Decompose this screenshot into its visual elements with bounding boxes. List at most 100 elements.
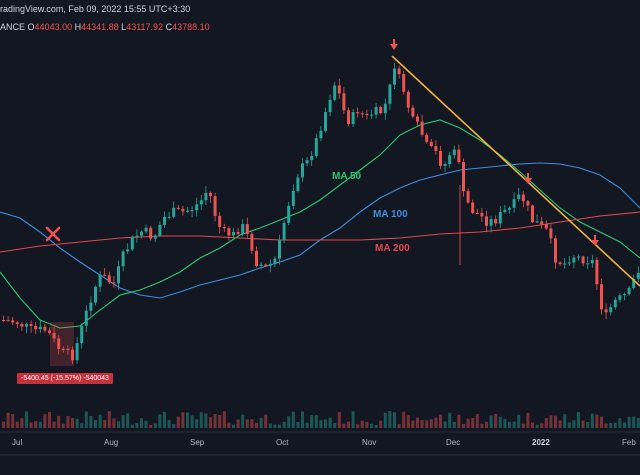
- candle-body: [107, 275, 111, 283]
- candle-body: [190, 210, 194, 212]
- volume-bar: [531, 422, 534, 428]
- volume-bar: [466, 418, 470, 428]
- volume-bar: [425, 420, 429, 428]
- candle-body: [25, 324, 28, 327]
- volume-bar: [163, 411, 166, 428]
- volume-bar: [301, 411, 304, 428]
- candle-body: [342, 93, 346, 111]
- volume-bar: [623, 422, 626, 428]
- volume-bar: [434, 417, 438, 428]
- candle-body: [429, 141, 433, 147]
- volume-bar: [273, 424, 277, 428]
- candle-body: [324, 112, 327, 131]
- candle-body: [84, 310, 88, 326]
- candle-body: [618, 295, 622, 300]
- volume-bar: [15, 421, 19, 428]
- candle-body: [595, 260, 599, 285]
- volume-bar: [186, 412, 189, 428]
- volume-bar: [149, 424, 153, 428]
- volume-bar: [512, 421, 516, 428]
- volume-bar: [94, 419, 97, 428]
- volume-bar: [158, 414, 162, 428]
- volume-bar: [172, 424, 176, 428]
- volume-bar: [98, 414, 102, 428]
- candle-body: [374, 107, 378, 115]
- candle-body: [563, 263, 567, 265]
- volume-bar: [43, 414, 47, 428]
- volume-bar: [406, 415, 410, 428]
- volume-bar: [140, 418, 143, 428]
- volume-bar: [52, 421, 56, 428]
- volume-bar: [360, 420, 364, 428]
- candle-body: [462, 162, 465, 192]
- volume-bar: [84, 411, 88, 428]
- candle-body: [48, 330, 51, 333]
- ohlc-readout: ANCE O44043.00 H44341.88 L43117.92 C4378…: [0, 22, 210, 32]
- annotation-markers: [45, 39, 599, 246]
- volume-bar: [572, 420, 576, 428]
- candle-body: [365, 113, 369, 116]
- volume-bar: [347, 421, 350, 428]
- candle-body: [581, 256, 585, 264]
- candle-body: [66, 348, 70, 350]
- candle-body: [393, 68, 396, 85]
- candle-body: [11, 320, 15, 323]
- volume-bar: [577, 412, 580, 428]
- candle-body: [75, 343, 79, 361]
- volume-bar: [176, 416, 180, 428]
- volume-bar: [563, 414, 567, 428]
- candle-body: [250, 233, 254, 251]
- candle-body: [452, 149, 456, 156]
- volume-bar: [130, 424, 134, 428]
- candle-body: [572, 257, 576, 263]
- time-axis-tick-label: Aug: [104, 438, 119, 447]
- candle-body: [245, 224, 249, 234]
- candle-body: [186, 210, 189, 212]
- volume-bar: [521, 423, 525, 428]
- candle-body: [121, 251, 125, 267]
- candle-body: [494, 219, 498, 224]
- volume-bar: [2, 421, 5, 428]
- candle-body: [411, 107, 415, 117]
- down-arrow-marker-icon: [390, 39, 398, 50]
- volume-bar: [489, 415, 493, 428]
- volume-bar: [457, 414, 461, 428]
- candle-body: [526, 201, 530, 206]
- volume-bar: [586, 422, 590, 428]
- volume-bar: [328, 417, 332, 428]
- candle-body: [117, 266, 120, 284]
- volume-bar: [195, 419, 199, 428]
- volume-bar: [356, 424, 360, 428]
- candle-body: [52, 332, 56, 339]
- ma50-label: MA 50: [332, 171, 362, 182]
- volume-bar: [544, 418, 548, 428]
- volume-bar: [374, 424, 378, 428]
- volume-bar: [25, 411, 28, 428]
- low-value: 43117.92: [126, 22, 164, 32]
- candle-body: [402, 73, 406, 92]
- volume-bar: [567, 422, 571, 428]
- candle-body: [264, 264, 268, 266]
- open-value: 44043.00: [34, 22, 73, 32]
- down-arrow-marker-icon: [524, 173, 532, 184]
- candle-body: [218, 215, 222, 228]
- volume-bar: [107, 411, 111, 428]
- candle-body: [540, 221, 544, 225]
- moving-average-lines: [0, 119, 640, 329]
- volume-bar: [383, 412, 387, 428]
- candle-body: [512, 199, 516, 208]
- volume-bar: [600, 416, 603, 428]
- candle-body: [38, 326, 42, 330]
- time-axis-tick-label: Dec: [446, 438, 461, 447]
- candle-body: [291, 190, 295, 206]
- trendline[interactable]: [391, 55, 640, 287]
- volume-bar: [190, 415, 194, 428]
- time-axis-tick-label: Sep: [190, 438, 205, 447]
- candle-body: [475, 212, 479, 214]
- volume-bar: [268, 423, 272, 428]
- volume-bar: [291, 411, 295, 428]
- volume-bar: [34, 421, 38, 428]
- candle-body: [397, 68, 401, 74]
- candle-body: [388, 84, 392, 104]
